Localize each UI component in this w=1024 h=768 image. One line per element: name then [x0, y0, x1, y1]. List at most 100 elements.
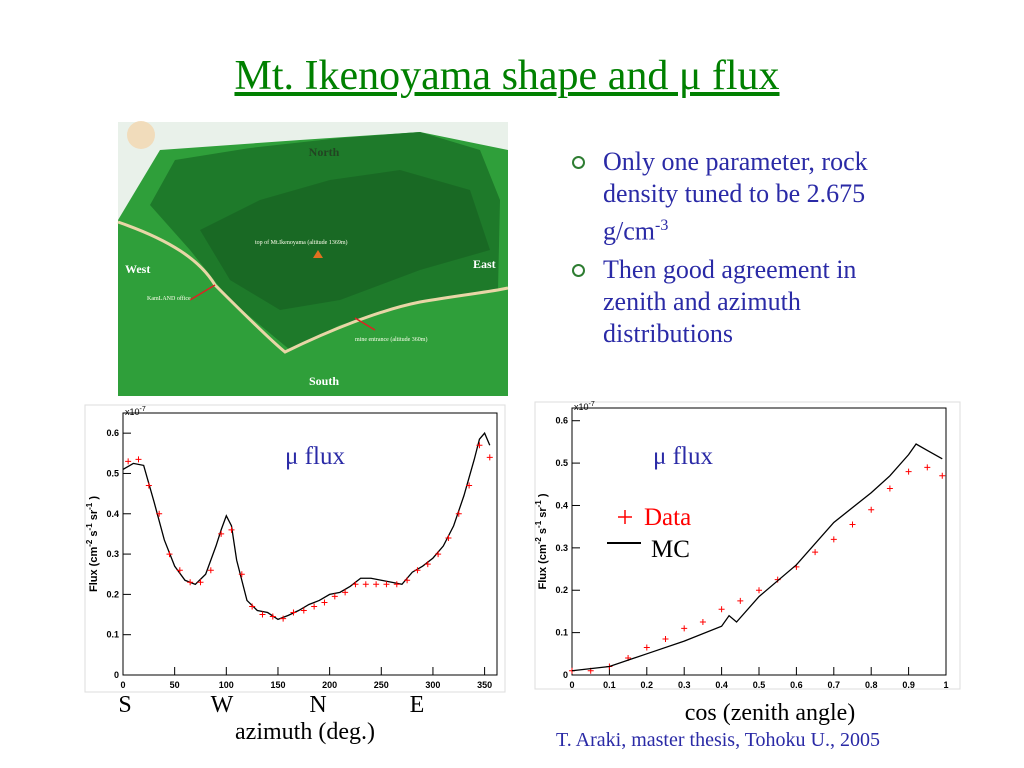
x-tick-label: 0.9: [902, 680, 915, 690]
y-tick-label: 0.4: [555, 500, 568, 510]
superscript: -1: [85, 502, 94, 510]
data-point: [737, 597, 744, 604]
data-point: [383, 581, 390, 588]
y-tick-label: 0.5: [106, 468, 119, 478]
x-tick-label: 0.6: [790, 680, 803, 690]
chart: 0 0.1 0.2 0.3 0.4 0.5 0.6 0 0.1 0.2 0.3 0.4 0.5 0.6 0.…: [534, 401, 961, 690]
label-text: Flux (cm: [537, 544, 549, 589]
data-point: [849, 521, 856, 528]
superscript: -7: [589, 401, 595, 408]
legend-marker: [618, 510, 632, 524]
data-point: [259, 611, 266, 618]
superscript: -7: [140, 406, 146, 413]
x-tick-label: 0.1: [603, 680, 616, 690]
superscript: -1: [534, 520, 543, 528]
axis-multiplier: x10-7: [125, 406, 146, 417]
data-point: [125, 458, 132, 465]
label-text: ): [88, 496, 100, 503]
x-tick-label: 350: [477, 680, 492, 690]
data-point: [868, 506, 875, 513]
annotation: μ flux: [285, 443, 345, 470]
bullet: Only one parameter, rock density tuned t…: [570, 146, 900, 248]
mountain-shade: [200, 170, 490, 310]
label-text: sr: [537, 507, 549, 521]
data-point: [486, 454, 493, 461]
map-label: North: [309, 145, 340, 159]
data-point: [643, 644, 650, 651]
data-point: [176, 567, 183, 574]
data-point: [197, 579, 204, 586]
chart-frame: [534, 401, 961, 690]
data-point: [156, 510, 163, 517]
y-tick-label: 0.6: [106, 428, 119, 438]
data-point: [886, 485, 893, 492]
data-point: [269, 613, 276, 620]
multiplier-text: x10: [574, 402, 589, 412]
data-point: [812, 549, 819, 556]
bullet-text: Only one parameter, rock density tuned t…: [603, 147, 868, 246]
data-point: [466, 482, 473, 489]
data-point: [166, 551, 173, 558]
data-point: [756, 587, 762, 594]
y-tick-label: 0.5: [555, 458, 568, 468]
multiplier-text: x10: [125, 407, 140, 417]
x-caption: cos (zenith angle): [685, 700, 856, 726]
x-tick-label: 0.8: [865, 680, 878, 690]
data-point: [939, 472, 946, 479]
x-tick-label: 250: [374, 680, 389, 690]
data-point: [145, 482, 152, 489]
data-point: [362, 581, 369, 588]
slide-title: Mt. Ikenoyama shape and μ flux: [234, 53, 780, 99]
superscript: -1: [85, 523, 94, 531]
arrow: [354, 317, 376, 331]
x-tick-label: 0.5: [753, 680, 766, 690]
data-point: [404, 577, 411, 584]
y-tick-label: 0.1: [555, 628, 568, 638]
data-point: [435, 551, 442, 558]
chart-frame: [84, 404, 506, 693]
x-tick-label: 0: [569, 680, 574, 690]
data-point: [718, 606, 725, 613]
x-tick-label: 0: [120, 680, 125, 690]
data-point: [228, 526, 235, 533]
x-tick-label: 0.3: [678, 680, 691, 690]
map-label: mine entrance (altitude 360m): [355, 336, 427, 343]
data-point: [476, 442, 483, 449]
y-axis-label: Flux (cm-2 s-1 sr-1 ): [85, 496, 100, 592]
x-tick-label: 1: [943, 680, 948, 690]
map-label: East: [473, 257, 496, 271]
y-tick-label: 0.3: [555, 543, 568, 553]
y-axis-label: Flux (cm-2 s-1 sr-1 ): [534, 493, 549, 589]
y-tick-label: 0.6: [555, 416, 568, 426]
data-point: [662, 635, 669, 642]
y-tick-label: 0.3: [106, 549, 119, 559]
y-tick-label: 0.2: [555, 585, 568, 595]
data-point: [321, 599, 328, 606]
bullet: Then good agreement in zenith and azimut…: [570, 254, 900, 350]
annotation: μ flux: [653, 443, 713, 470]
bullet-list: Only one parameter, rock density tuned t…: [570, 146, 900, 356]
direction-label: N: [309, 692, 326, 718]
data-point: [681, 625, 688, 632]
data-point: [373, 581, 380, 588]
superscript: -2: [85, 539, 94, 547]
data-point: [352, 581, 359, 588]
data-point: [280, 615, 287, 622]
map-label: top of Mt.Ikenoyama (altitude 1369m): [255, 239, 347, 246]
sun: [127, 121, 155, 149]
data-point: [905, 468, 912, 475]
superscript: -2: [534, 537, 543, 545]
x-tick-label: 150: [270, 680, 285, 690]
legend-label: MC: [651, 536, 690, 563]
direction-label: E: [410, 692, 425, 718]
direction-label: S: [118, 692, 131, 718]
arrow: [189, 284, 216, 301]
data-point: [445, 534, 452, 541]
y-tick-label: 0.2: [106, 589, 119, 599]
data-point: [393, 581, 400, 588]
data-point: [207, 567, 214, 574]
label-text: s: [88, 530, 100, 539]
data-point: [455, 510, 462, 517]
bullet-text: Then good agreement in zenith and azimut…: [603, 254, 857, 348]
